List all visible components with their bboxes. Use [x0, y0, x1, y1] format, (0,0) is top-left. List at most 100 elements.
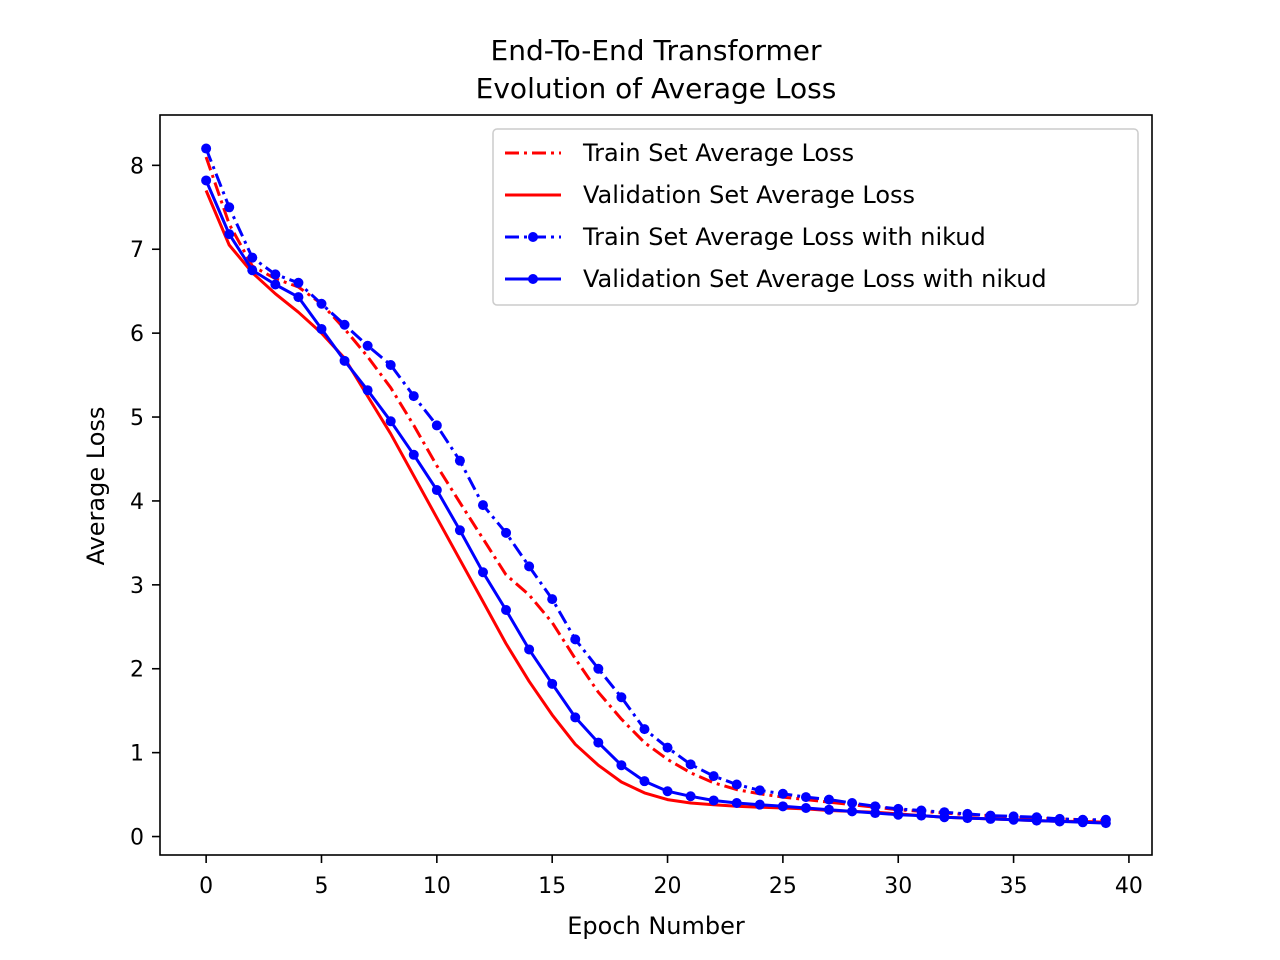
series-3-point — [270, 279, 281, 290]
series-3-point — [754, 799, 765, 810]
series-3-point — [847, 806, 858, 817]
y-tick-label: 7 — [130, 238, 144, 263]
series-3-point — [800, 803, 811, 814]
x-axis-label: Epoch Number — [567, 912, 745, 940]
series-3-point — [939, 812, 950, 823]
series-3-point — [870, 808, 881, 819]
axes-frame — [159, 114, 1153, 856]
series-3-point — [824, 804, 835, 815]
series-2-point — [547, 594, 558, 605]
series-3-point — [247, 265, 258, 276]
series-2-point — [685, 759, 696, 770]
series-3-point — [1100, 818, 1111, 829]
series-2-point — [316, 298, 327, 309]
y-tick-label: 1 — [130, 742, 144, 767]
series-3-point — [616, 760, 627, 771]
series-3-point — [547, 678, 558, 689]
series-2-point — [570, 634, 581, 645]
y-tick-label: 6 — [130, 322, 144, 347]
series-3-point — [731, 797, 742, 808]
y-tick-label: 2 — [130, 658, 144, 683]
x-tick-label: 5 — [314, 874, 328, 899]
series-2-point — [339, 319, 350, 330]
series-2-point — [777, 788, 788, 799]
legend-label-3: Validation Set Average Loss with nikud — [583, 265, 1047, 293]
series-line-2 — [204, 148, 1106, 822]
series-3-point — [454, 525, 465, 536]
series-2-point — [201, 143, 212, 154]
x-tick-label: 25 — [769, 874, 797, 899]
legend-label-1: Validation Set Average Loss — [583, 181, 915, 209]
series-2-point — [454, 455, 465, 466]
series-3-point — [224, 229, 235, 240]
series-3-point — [685, 791, 696, 802]
legend-marker-2 — [528, 232, 538, 242]
series-2-point — [662, 742, 673, 753]
series-3-point — [639, 776, 650, 787]
series-2-point — [293, 277, 304, 288]
series-3-point — [593, 737, 604, 748]
series-2-point — [639, 724, 650, 735]
x-tick-label: 15 — [538, 874, 566, 899]
y-tick-label: 3 — [130, 574, 144, 599]
series-3-point — [477, 567, 488, 578]
series-3-point — [570, 712, 581, 723]
series-3-point — [1054, 816, 1065, 827]
series-3-point — [1077, 817, 1088, 828]
series-2-point — [477, 500, 488, 511]
series-3-point — [893, 809, 904, 820]
series-2-point — [708, 771, 719, 782]
series-2-point — [616, 692, 627, 703]
series-line-3 — [204, 179, 1106, 825]
y-tick-label: 0 — [130, 826, 144, 851]
series-2-point — [824, 794, 835, 805]
series-3-point — [293, 292, 304, 303]
series-3-point — [962, 813, 973, 824]
series-3-point — [1031, 815, 1042, 826]
series-3-point — [385, 416, 396, 427]
series-3-point — [316, 323, 327, 334]
series-2-point — [847, 797, 858, 808]
chart-title-line-2: Evolution of Average Loss — [476, 72, 837, 105]
plot-area: 0 5 10 15 20 25 30 35 40 0 1 2 3 4 5 6 7 8 — [130, 114, 1153, 899]
series-2-point — [731, 779, 742, 790]
x-tick-label: 35 — [1000, 874, 1028, 899]
series-2-point — [362, 340, 373, 351]
x-tick-label: 20 — [654, 874, 682, 899]
series-2-point — [247, 252, 258, 263]
series-3-point — [201, 175, 212, 186]
series-line-0 — [204, 156, 1106, 823]
legend: Train Set Average Loss Validation Set Ave… — [492, 128, 1139, 306]
series-2-point — [593, 663, 604, 674]
series-2-point — [408, 391, 419, 402]
series-2-point — [800, 792, 811, 803]
y-tick-label: 4 — [130, 490, 144, 515]
series-3-point — [431, 485, 442, 496]
series-3-point — [916, 810, 927, 821]
series-3-point — [339, 355, 350, 366]
chart-title-line-1: End-To-End Transformer — [491, 34, 822, 67]
series-3-point — [1008, 814, 1019, 825]
y-tick-label: 8 — [130, 154, 144, 179]
series-2-point — [524, 561, 535, 572]
series-3-point — [708, 795, 719, 806]
y-axis-label: Average Loss — [82, 407, 110, 566]
series-3-point — [408, 449, 419, 460]
series-3-point — [777, 801, 788, 812]
series-3-point — [524, 644, 535, 655]
y-tick-label: 5 — [130, 406, 144, 431]
series-2-point — [224, 202, 235, 213]
series-3-point — [501, 605, 512, 616]
series-3-point — [362, 385, 373, 396]
legend-marker-3 — [528, 274, 538, 284]
series-2-point — [385, 360, 396, 371]
series-2-point — [501, 527, 512, 538]
x-tick-label: 40 — [1115, 874, 1143, 899]
series-3-point — [985, 813, 996, 824]
series-2-point — [431, 420, 442, 431]
x-tick-label: 0 — [199, 874, 213, 899]
legend-label-2: Train Set Average Loss with nikud — [582, 223, 986, 251]
x-tick-label: 30 — [884, 874, 912, 899]
legend-label-0: Train Set Average Loss — [582, 139, 854, 167]
